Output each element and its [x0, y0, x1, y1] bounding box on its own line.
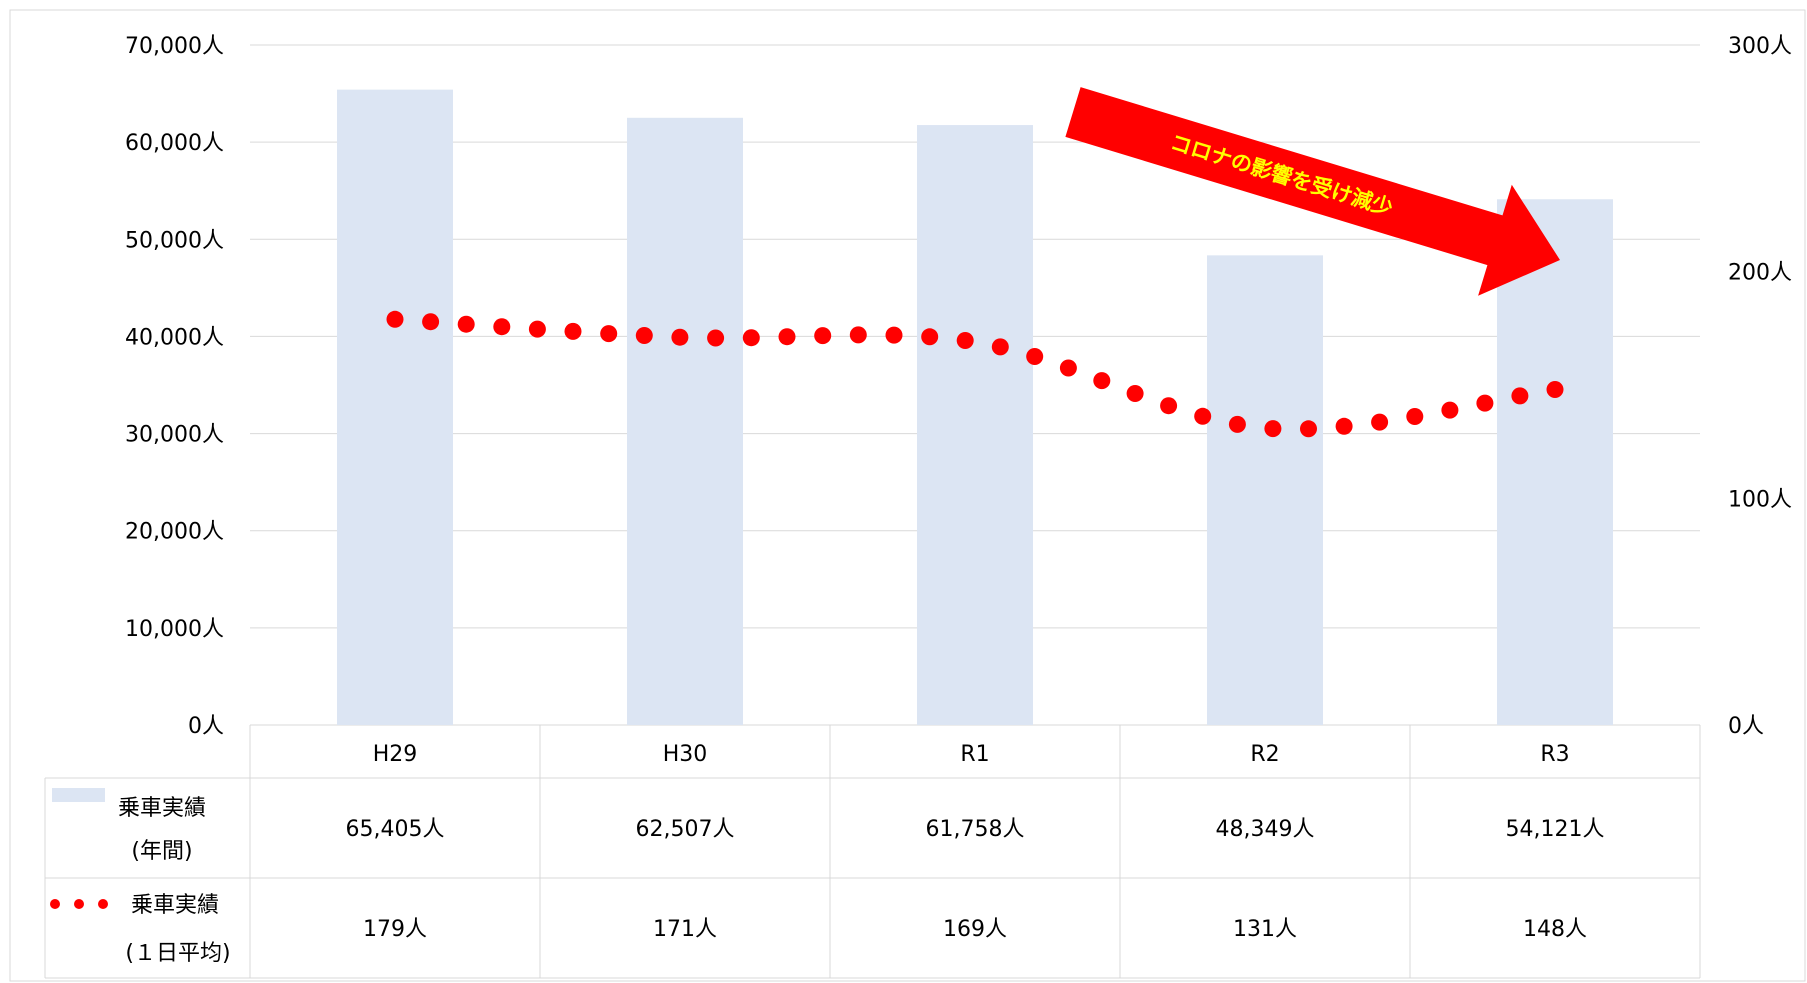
line-dot — [1441, 401, 1459, 419]
line-dot — [528, 320, 546, 338]
legend-label-line-2: (１日平均) — [125, 941, 230, 966]
bar-H30 — [627, 117, 743, 726]
chart-border — [9, 9, 1806, 982]
line-dot — [671, 328, 689, 346]
line-dot — [1406, 408, 1424, 425]
y-left-tick-label: 10,000人 — [125, 617, 224, 642]
left-axis-ticks: 0人 10,000人 20,000人 30,000人 40,000人 50,000人 60,… — [125, 34, 224, 739]
gridlines — [250, 44, 1700, 726]
line-dot — [1059, 359, 1077, 377]
line-dot — [635, 327, 653, 344]
line-dot — [1228, 415, 1246, 433]
line-dot — [422, 313, 440, 331]
line-data-label: 131人 — [1233, 917, 1297, 942]
y-left-tick-label: 30,000人 — [125, 423, 224, 448]
bar-data-label: 61,758人 — [926, 817, 1025, 842]
bar-R1 — [917, 125, 1033, 726]
right-axis-ticks: 0人 100人 200人 300人 — [1728, 34, 1792, 739]
y-right-tick-label: 100人 — [1728, 487, 1792, 512]
bar-R2 — [1207, 255, 1323, 725]
category-label: H29 — [373, 742, 418, 767]
line-dot — [493, 318, 511, 336]
annotation-arrow — [1065, 87, 1560, 296]
line-dot — [1093, 372, 1111, 390]
line-dot — [1126, 385, 1144, 402]
line-dot — [386, 310, 404, 328]
line-dot — [1371, 413, 1389, 431]
legend-label-bar-2: (年間) — [131, 839, 192, 864]
bar-data-label: 62,507人 — [636, 817, 735, 842]
legend-label-bar-1: 乗車実績 — [118, 796, 206, 821]
legend-key-dot — [50, 899, 60, 909]
legend-key-dot — [98, 899, 108, 909]
line-dot — [1546, 381, 1564, 398]
data-table: H29 65,405人 179人 H30 62,507人 171人 R1 61,758人 169… — [44, 725, 1701, 979]
line-data-label: 179人 — [363, 917, 427, 942]
line-dot — [956, 332, 974, 349]
bar-R3 — [1497, 199, 1613, 725]
line-dot — [1300, 420, 1317, 438]
bar-data-label: 65,405人 — [346, 817, 445, 842]
y-left-tick-label: 20,000人 — [125, 520, 224, 545]
line-series — [386, 310, 1564, 438]
category-label: R2 — [1250, 742, 1279, 767]
line-dot — [1335, 417, 1353, 435]
line-dot — [707, 329, 725, 347]
line-dot — [885, 326, 903, 344]
y-left-tick-label: 70,000人 — [125, 34, 224, 59]
legend-key-bar — [52, 788, 105, 802]
y-left-tick-label: 50,000人 — [125, 228, 224, 253]
bar-series — [337, 89, 1613, 726]
category-label: R1 — [960, 742, 989, 767]
line-dot — [991, 338, 1009, 356]
legend-label-line-1: 乗車実績 — [131, 893, 219, 918]
line-dot — [1026, 348, 1044, 365]
y-right-tick-label: 200人 — [1728, 261, 1792, 286]
line-dot — [1160, 397, 1178, 415]
bar-data-label: 54,121人 — [1506, 817, 1605, 842]
y-right-tick-label: 300人 — [1728, 34, 1792, 59]
line-dot — [921, 328, 939, 346]
line-data-label: 171人 — [653, 917, 717, 942]
line-dot — [600, 325, 618, 343]
line-dot — [1194, 407, 1212, 425]
line-dot — [1511, 387, 1529, 405]
line-dot — [778, 328, 796, 346]
y-left-tick-label: 60,000人 — [125, 131, 224, 156]
line-dot — [1264, 420, 1282, 438]
y-right-tick-label: 0人 — [1728, 714, 1764, 739]
line-dot — [457, 315, 475, 333]
line-dot — [1476, 394, 1494, 412]
line-dot — [564, 322, 582, 340]
line-data-label: 169人 — [943, 917, 1007, 942]
y-left-tick-label: 40,000人 — [125, 325, 224, 350]
category-label: R3 — [1540, 742, 1569, 767]
bar-H29 — [337, 89, 453, 725]
y-left-tick-label: 0人 — [188, 714, 224, 739]
legend-key-dot — [74, 899, 84, 909]
line-data-label: 148人 — [1523, 917, 1587, 942]
line-dot — [849, 326, 867, 344]
category-label: H30 — [663, 742, 708, 767]
bar-data-label: 48,349人 — [1216, 817, 1315, 842]
line-dot — [814, 327, 832, 345]
line-dot — [742, 329, 760, 347]
